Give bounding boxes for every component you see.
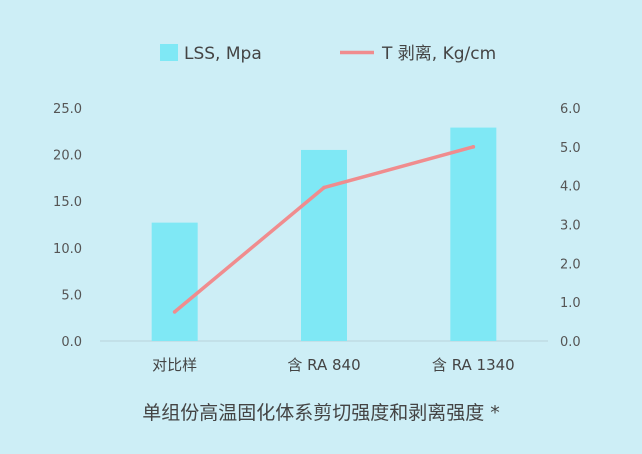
left-tick-label: 15.0	[53, 195, 82, 210]
left-tick-label: 0.0	[61, 335, 82, 350]
point-t-peel	[322, 185, 326, 190]
right-tick-label: 3.0	[560, 219, 581, 234]
left-tick-label: 25.0	[53, 102, 82, 117]
chart-title: 单组份高温固化体系剪切强度和剥离强度 *	[142, 402, 500, 424]
left-tick-label: 20.0	[53, 149, 82, 164]
left-tick-label: 10.0	[53, 242, 82, 257]
point-t-peel	[471, 145, 476, 149]
bar-lss	[450, 127, 497, 342]
legend-label-t-peel: T 剥离, Kg/cm	[381, 44, 496, 64]
right-tick-label: 1.0	[560, 296, 581, 311]
bar-lss	[151, 222, 198, 341]
right-tick-label: 6.0	[560, 102, 581, 117]
right-tick-label: 0.0	[560, 335, 581, 350]
category-label: 含 RA 840	[287, 356, 360, 374]
legend-label-lss: LSS, Mpa	[184, 44, 262, 64]
bar-series	[151, 127, 497, 342]
line-series	[172, 145, 476, 314]
category-label: 含 RA 1340	[432, 356, 515, 374]
legend-swatch-lss	[160, 44, 178, 61]
category-label: 对比样	[152, 356, 197, 374]
right-tick-label: 2.0	[560, 257, 581, 272]
right-tick-label: 4.0	[560, 180, 581, 195]
x-axis: 对比样 含 RA 840 含 RA 1340	[152, 356, 515, 374]
bar-lss	[301, 149, 347, 341]
legend: LSS, Mpa T 剥离, Kg/cm	[160, 44, 496, 64]
right-tick-label: 5.0	[560, 141, 581, 156]
point-t-peel	[172, 310, 177, 314]
left-axis: 0.0 5.0 10.0 15.0 20.0 25.0	[53, 102, 82, 350]
right-axis: 0.0 1.0 2.0 3.0 4.0 5.0 6.0	[560, 102, 581, 350]
left-tick-label: 5.0	[61, 288, 82, 303]
